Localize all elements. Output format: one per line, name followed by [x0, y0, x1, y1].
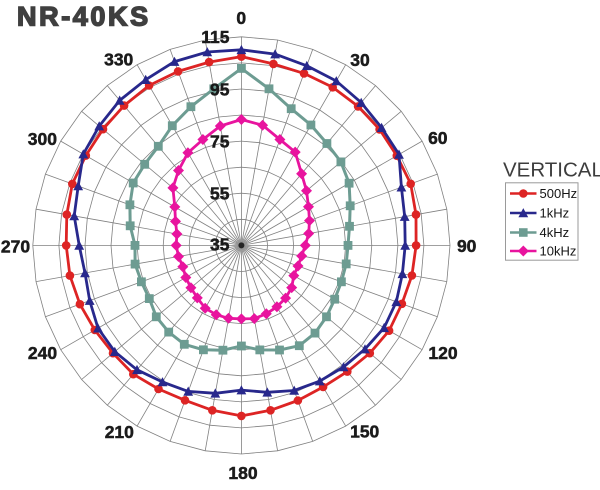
- svg-text:330: 330: [104, 50, 133, 70]
- svg-text:180: 180: [228, 463, 257, 483]
- svg-text:90: 90: [457, 236, 477, 256]
- svg-text:500Hz: 500Hz: [540, 186, 578, 201]
- svg-text:VERTICAL: VERTICAL: [503, 159, 600, 182]
- svg-text:300: 300: [28, 129, 57, 149]
- svg-text:30: 30: [350, 50, 370, 70]
- svg-text:270: 270: [1, 237, 30, 257]
- svg-text:75: 75: [210, 132, 230, 152]
- svg-text:240: 240: [28, 343, 57, 363]
- svg-text:120: 120: [428, 343, 457, 363]
- svg-text:0: 0: [236, 8, 246, 28]
- svg-text:35: 35: [210, 235, 230, 255]
- svg-text:55: 55: [210, 184, 230, 204]
- svg-text:210: 210: [105, 422, 134, 442]
- svg-text:1kHz: 1kHz: [540, 206, 570, 221]
- svg-text:95: 95: [210, 80, 230, 100]
- svg-text:4kHz: 4kHz: [540, 225, 570, 240]
- svg-text:150: 150: [350, 422, 379, 442]
- svg-text:NR-40KS: NR-40KS: [17, 2, 151, 32]
- svg-text:115: 115: [201, 27, 229, 47]
- svg-text:10kHz: 10kHz: [540, 244, 577, 259]
- svg-text:60: 60: [428, 128, 448, 148]
